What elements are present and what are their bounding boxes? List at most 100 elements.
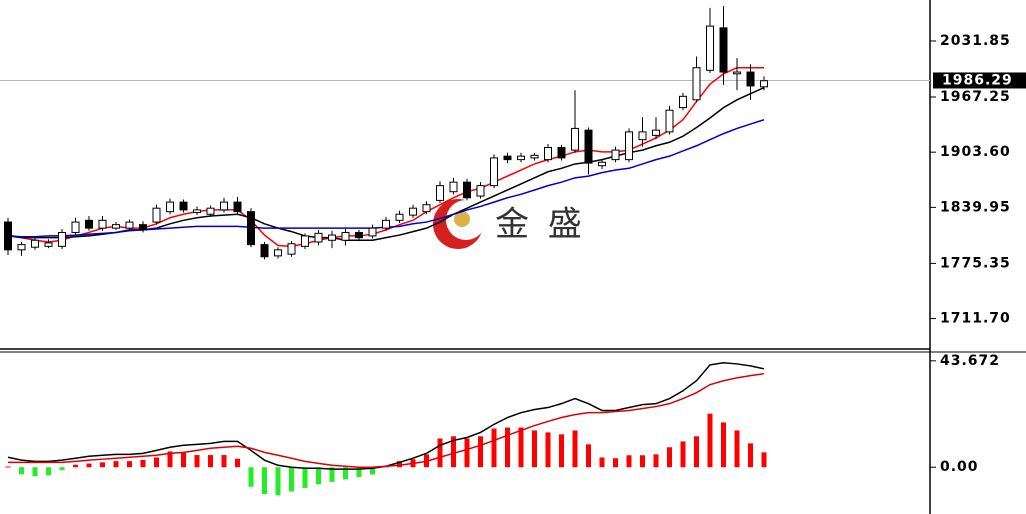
macd-bar — [5, 466, 11, 468]
macd-bar — [167, 451, 173, 468]
macd-bar — [329, 467, 335, 482]
candle-body — [652, 129, 660, 136]
logo-dot — [454, 211, 470, 227]
y-tick-label: 43.672 — [940, 353, 1000, 369]
candle-body — [719, 27, 728, 73]
watermark: 金 盛 — [495, 205, 586, 245]
candle-body — [449, 181, 458, 193]
candle-body — [490, 157, 498, 187]
candle-body — [746, 71, 755, 87]
candle-body — [71, 221, 80, 233]
candle-body — [355, 231, 363, 239]
y-tick-label: 1903.60 — [940, 144, 1011, 160]
candle-body — [395, 213, 404, 221]
candle-body — [530, 154, 539, 159]
macd-bar — [748, 443, 753, 468]
candle-body — [301, 235, 309, 247]
candle-body — [274, 249, 282, 257]
macd-bar — [235, 458, 240, 468]
candle-body — [382, 219, 390, 229]
candle-body — [733, 71, 741, 75]
candle-body — [125, 221, 134, 229]
candle-body — [98, 219, 107, 229]
candle-body — [220, 201, 228, 211]
candle-body — [17, 244, 26, 251]
candle-body — [679, 95, 687, 109]
candle-body — [368, 227, 377, 237]
candle-body — [85, 219, 93, 229]
candle-body — [247, 211, 255, 246]
macd-bar — [437, 438, 443, 468]
candle-body — [58, 231, 66, 247]
macd-bar — [761, 452, 767, 468]
macd-bar — [154, 457, 159, 468]
macd-bar — [221, 455, 227, 468]
candle-body — [409, 207, 417, 216]
macd-bar — [640, 455, 645, 468]
candle-body — [341, 231, 350, 241]
line-series — [8, 372, 765, 468]
candle-body — [503, 155, 512, 161]
macd-bar — [397, 461, 402, 468]
candle-body — [706, 25, 714, 71]
candle-body — [139, 224, 147, 231]
macd-bar — [46, 467, 51, 476]
macd-bar — [464, 438, 470, 468]
y-tick-label: 1839.95 — [940, 199, 1011, 215]
macd-bar — [194, 455, 200, 468]
macd-bar — [667, 447, 672, 468]
macd-bar — [532, 430, 537, 468]
candle-body — [4, 221, 12, 251]
macd-bar — [491, 428, 497, 468]
candle-body — [665, 109, 674, 133]
candle-body — [584, 129, 593, 164]
macd-bar — [59, 467, 65, 471]
macd-bar — [653, 454, 659, 468]
candle-body — [638, 131, 647, 141]
macd-bar — [586, 444, 591, 468]
macd-bar — [140, 459, 146, 468]
macd-bar — [451, 436, 456, 468]
macd-bar — [518, 427, 524, 468]
y-tick-label: 2031.85 — [940, 33, 1011, 49]
candle-body — [260, 244, 269, 258]
macd-bar — [248, 467, 254, 487]
candle-body — [206, 207, 215, 215]
candle-body — [422, 204, 431, 213]
macd-bar — [208, 455, 213, 468]
macd-bar — [356, 467, 362, 477]
y-tick-label: 0.00 — [940, 459, 979, 475]
candle-body — [476, 185, 485, 197]
macd-bar — [694, 436, 699, 468]
y-tick-label: 1775.35 — [940, 255, 1011, 271]
y-tick-label: 1711.70 — [940, 311, 1011, 327]
candle-body — [314, 232, 323, 243]
candle-body — [152, 207, 161, 223]
macd-bar — [478, 436, 483, 468]
macd-bar — [19, 467, 24, 475]
macd-bar — [572, 430, 578, 468]
candle-body — [625, 131, 633, 161]
y-tick-label: 1967.25 — [940, 89, 1011, 105]
macd-bar — [302, 467, 308, 488]
candle-body — [233, 201, 242, 213]
candle-body — [436, 185, 444, 201]
macd-bar — [113, 461, 119, 468]
macd-bar — [734, 430, 740, 468]
macd-bar — [127, 461, 132, 468]
macd-bar — [559, 434, 564, 468]
candle-body — [287, 243, 296, 255]
macd-bar — [505, 427, 510, 468]
macd-bar — [289, 467, 294, 492]
candle-body — [598, 161, 606, 167]
macd-bar — [32, 467, 38, 477]
macd-bar — [262, 467, 267, 495]
candle-body — [692, 67, 701, 101]
macd-bar — [86, 463, 92, 468]
macd-bar — [316, 467, 321, 485]
candle-body — [328, 234, 336, 241]
candle-body — [112, 224, 120, 229]
macd-bar — [707, 413, 713, 468]
